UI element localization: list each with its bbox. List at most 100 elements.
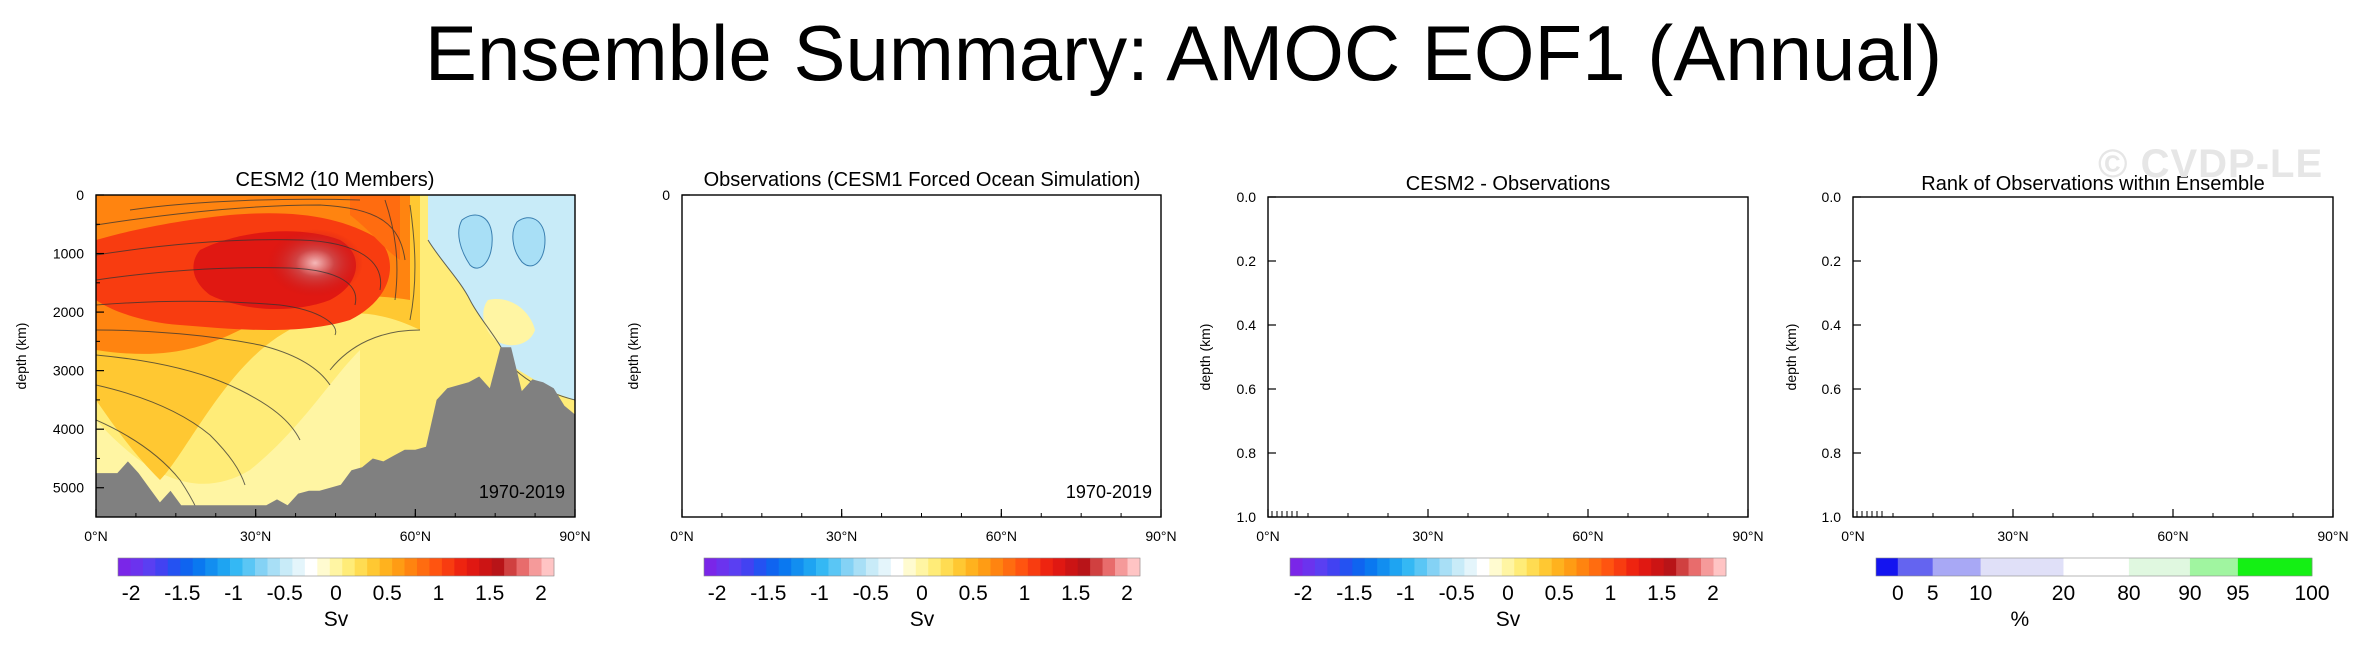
colorbar-swatch (978, 558, 991, 576)
colorbar-label: 1.5 (475, 582, 504, 605)
y-tick-label: 0.4 (1237, 317, 1257, 333)
colorbar-label: 0 (916, 582, 928, 605)
y-axis-label: depth (km) (625, 323, 641, 390)
colorbar-frame (1875, 557, 2313, 577)
y-tick-label: 3000 (53, 363, 84, 379)
colorbar-swatch (404, 558, 418, 576)
x-tick-label: 30°N (1412, 528, 1443, 544)
colorbar-swatch (180, 558, 194, 576)
colorbar-label: 2 (1121, 582, 1133, 605)
colorbar-swatch (1451, 558, 1465, 576)
x-tick-label: 0°N (84, 528, 108, 544)
colorbar-swatch (1501, 558, 1515, 576)
colorbar-label: 1 (1605, 582, 1617, 605)
y-tick-label: 1000 (53, 246, 84, 262)
contour-field (96, 195, 575, 517)
panel-difference: CESM2 - Observations 0.00.20.40.60.81.0 … (1197, 173, 1764, 631)
colorbar-swatch (1601, 558, 1615, 576)
colorbar-swatch (529, 558, 542, 576)
colorbar-label: 1.5 (1647, 582, 1676, 605)
colorbar-swatch (491, 558, 505, 576)
colorbar-swatch (990, 558, 1004, 576)
panel-title: Observations (CESM1 Forced Ocean Simulat… (704, 169, 1141, 191)
colorbar-swatch (1932, 558, 1981, 576)
colorbar-label: -1.5 (164, 582, 200, 605)
colorbar-label: 0 (1502, 582, 1514, 605)
colorbar-label: -1 (1396, 582, 1415, 605)
colorbar-swatch (1127, 558, 1141, 576)
colorbar-swatch (1626, 558, 1640, 576)
colorbar-swatch (1876, 558, 1899, 576)
colorbar-label: 90 (2178, 582, 2201, 605)
x-axis: 0°N 30°N 60°N 90°N (670, 509, 1177, 544)
x-tick-label: 30°N (240, 528, 271, 544)
colorbar-swatch (167, 558, 181, 576)
y-tick-label: 0.6 (1822, 381, 1842, 397)
colorbar-swatch (1077, 558, 1091, 576)
contour-negative-inner-1 (458, 214, 493, 269)
x-axis: 0°N 30°N 60°N 90°N (84, 509, 591, 544)
colorbar-swatch (803, 558, 817, 576)
colorbar-label: 0.5 (1545, 582, 1574, 605)
colorbar-swatch (1015, 558, 1029, 576)
colorbar-swatch (1302, 558, 1316, 576)
colorbar-frame (703, 557, 1141, 577)
panel-title: CESM2 (10 Members) (236, 169, 435, 191)
period-annotation: 1970-2019 (479, 482, 565, 502)
colorbar-label: -0.5 (1439, 582, 1475, 605)
plot-frame (1267, 196, 1749, 518)
x-axis: 0°N 30°N 60°N 90°N (1841, 509, 2349, 544)
colorbar-label: 1 (1019, 582, 1031, 605)
colorbar-label: 5 (1927, 582, 1939, 605)
colorbar: -2 -1.5 -1 -0.5 0 0.5 1 1.5 2 Sv (1289, 557, 1727, 631)
colorbar-swatch (516, 558, 530, 576)
colorbar-swatch (1090, 558, 1103, 576)
colorbar-swatch (965, 558, 979, 576)
colorbar-units: Sv (1496, 608, 1521, 631)
y-axis: 0.0 0.2 0.4 0.6 0.8 1.0 (1237, 189, 1298, 525)
colorbar-swatch (1476, 558, 1490, 576)
colorbar-swatch (828, 558, 842, 576)
y-tick-label: 1.0 (1822, 509, 1842, 525)
colorbar-swatch (1688, 558, 1702, 576)
colorbar-swatch (255, 558, 268, 576)
colorbar-swatch (1439, 558, 1453, 576)
x-tick-label: 90°N (2317, 528, 2348, 544)
panel-cesm2: CESM2 (10 Members) (13, 169, 591, 631)
colorbar-swatch (704, 558, 717, 576)
colorbar-swatch (329, 558, 343, 576)
colorbar-label: 0 (330, 582, 342, 605)
colorbar-swatch (1638, 558, 1652, 576)
colorbar-swatch (841, 558, 854, 576)
y-tick-label: 0.0 (1237, 189, 1257, 205)
colorbar-swatch (778, 558, 792, 576)
colorbar-label: 20 (2052, 582, 2075, 605)
figure-title: Ensemble Summary: AMOC EOF1 (Annual) (424, 9, 1943, 97)
colorbar-swatch (791, 558, 804, 576)
y-axis-label: depth (km) (13, 323, 29, 390)
colorbar-swatch (716, 558, 730, 576)
y-tick-label: 0.6 (1237, 381, 1257, 397)
colorbar-swatch (155, 558, 169, 576)
colorbar-swatch (1052, 558, 1066, 576)
y-tick-label: 0.8 (1822, 445, 1842, 461)
colorbar-swatch (1377, 558, 1390, 576)
colorbar-swatch (2189, 558, 2239, 576)
colorbar-swatch (865, 558, 879, 576)
y-tick-label: 0.4 (1822, 317, 1842, 333)
colorbar-swatch (466, 558, 480, 576)
y-tick-label: 4000 (53, 421, 84, 437)
plot-frame (1852, 196, 2334, 518)
colorbar-swatch (379, 558, 393, 576)
colorbar-label: -2 (708, 582, 727, 605)
colorbar-swatch (317, 558, 331, 576)
x-tick-label: 30°N (826, 528, 857, 544)
colorbar-swatch (741, 558, 755, 576)
y-axis-label: depth (km) (1783, 324, 1799, 391)
colorbar-swatch (853, 558, 867, 576)
colorbar-swatch (1713, 558, 1727, 576)
colorbar-swatch (1514, 558, 1527, 576)
colorbar-swatch (192, 558, 206, 576)
x-tick-label: 0°N (1256, 528, 1280, 544)
colorbar-label: 1.5 (1061, 582, 1090, 605)
